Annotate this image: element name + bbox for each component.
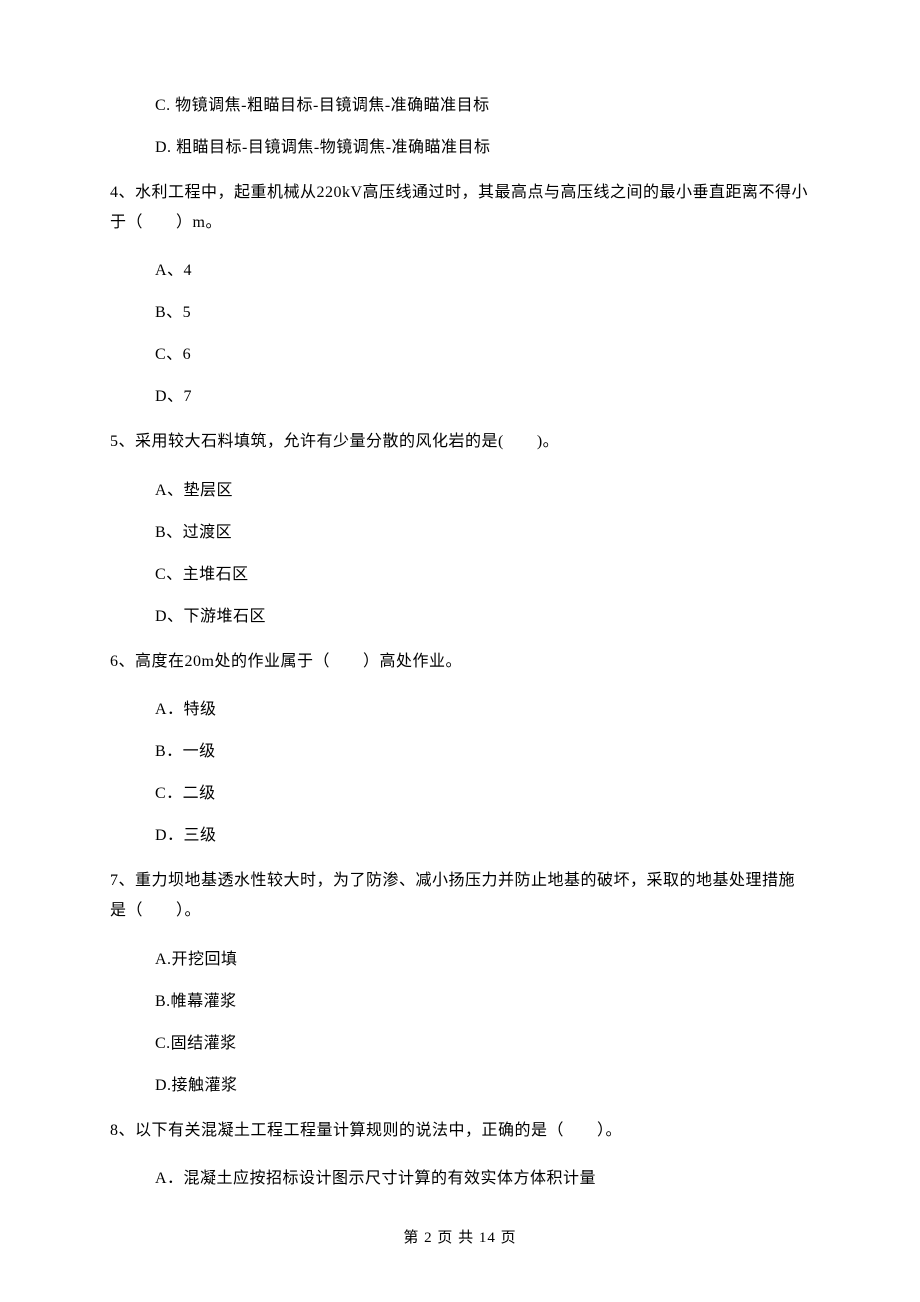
q6-option-c: C．二级 <box>155 782 810 806</box>
q3-options-tail: C. 物镜调焦-粗瞄目标-目镜调焦-准确瞄准目标 D. 粗瞄目标-目镜调焦-物镜… <box>110 94 810 160</box>
q7-option-b: B.帷幕灌浆 <box>155 990 810 1014</box>
q4-option-d: D、7 <box>155 385 810 409</box>
q4-options: A、4 B、5 C、6 D、7 <box>110 259 810 409</box>
q6-option-b: B．一级 <box>155 740 810 764</box>
q4-option-c: C、6 <box>155 343 810 367</box>
q4-stem: 4、水利工程中，起重机械从220kV高压线通过时，其最高点与高压线之间的最小垂直… <box>110 178 810 237</box>
q5-stem: 5、采用较大石料填筑，允许有少量分散的风化岩的是( )。 <box>110 427 810 457</box>
q5-options: A、垫层区 B、过渡区 C、主堆石区 D、下游堆石区 <box>110 479 810 629</box>
page-body: C. 物镜调焦-粗瞄目标-目镜调焦-准确瞄准目标 D. 粗瞄目标-目镜调焦-物镜… <box>0 0 920 1191</box>
q4-option-b: B、5 <box>155 301 810 325</box>
q6-options: A．特级 B．一级 C．二级 D．三级 <box>110 698 810 848</box>
q7-stem: 7、重力坝地基透水性较大时，为了防渗、减小扬压力并防止地基的破坏，采取的地基处理… <box>110 866 810 925</box>
q5-option-c: C、主堆石区 <box>155 563 810 587</box>
q5-option-a: A、垫层区 <box>155 479 810 503</box>
q8-stem: 8、以下有关混凝土工程工程量计算规则的说法中，正确的是（ ）。 <box>110 1116 810 1146</box>
q8-options: A．混凝土应按招标设计图示尺寸计算的有效实体方体积计量 <box>110 1167 810 1191</box>
q7-option-c: C.固结灌浆 <box>155 1032 810 1056</box>
q7-option-a: A.开挖回填 <box>155 948 810 972</box>
q6-stem: 6、高度在20m处的作业属于（ ）高处作业。 <box>110 647 810 677</box>
q5-option-d: D、下游堆石区 <box>155 605 810 629</box>
q5-option-b: B、过渡区 <box>155 521 810 545</box>
q6-option-a: A．特级 <box>155 698 810 722</box>
q6-option-d: D．三级 <box>155 824 810 848</box>
page-footer: 第 2 页 共 14 页 <box>0 1226 920 1247</box>
q7-option-d: D.接触灌浆 <box>155 1074 810 1098</box>
q7-options: A.开挖回填 B.帷幕灌浆 C.固结灌浆 D.接触灌浆 <box>110 948 810 1098</box>
q4-option-a: A、4 <box>155 259 810 283</box>
q3-option-c: C. 物镜调焦-粗瞄目标-目镜调焦-准确瞄准目标 <box>155 94 810 118</box>
q3-option-d: D. 粗瞄目标-目镜调焦-物镜调焦-准确瞄准目标 <box>155 136 810 160</box>
q8-option-a: A．混凝土应按招标设计图示尺寸计算的有效实体方体积计量 <box>155 1167 810 1191</box>
